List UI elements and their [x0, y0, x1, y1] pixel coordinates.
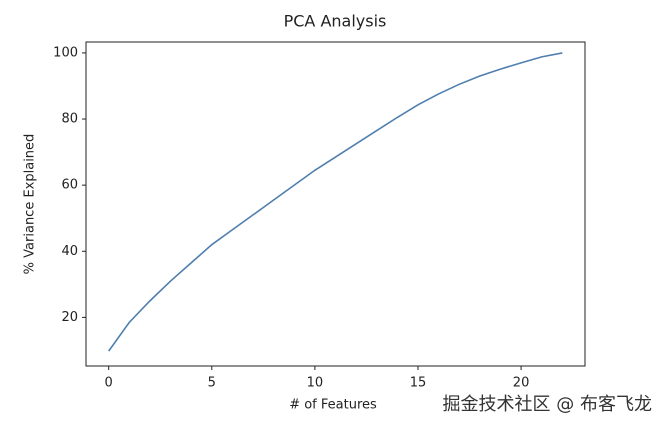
data-line	[108, 52, 563, 352]
y-tick-label: 80	[61, 112, 78, 127]
y-axis-label: % Variance Explained	[23, 134, 38, 275]
x-tick-label: 5	[208, 376, 216, 391]
x-tick-label: 20	[513, 376, 530, 391]
watermark: 掘金技术社区 @ 布客飞龙	[443, 394, 652, 415]
plot-frame	[85, 41, 586, 367]
x-tick-label: 10	[307, 376, 324, 391]
y-tick-label: 20	[61, 310, 78, 325]
y-tick-label: 60	[61, 178, 78, 193]
y-tick-label: 100	[53, 45, 78, 60]
x-axis-label: # of Features	[289, 398, 377, 413]
chart-title: PCA Analysis	[284, 12, 387, 31]
x-tick-label: 0	[105, 376, 113, 391]
y-tick-label: 40	[61, 244, 78, 259]
x-tick-label: 15	[410, 376, 427, 391]
